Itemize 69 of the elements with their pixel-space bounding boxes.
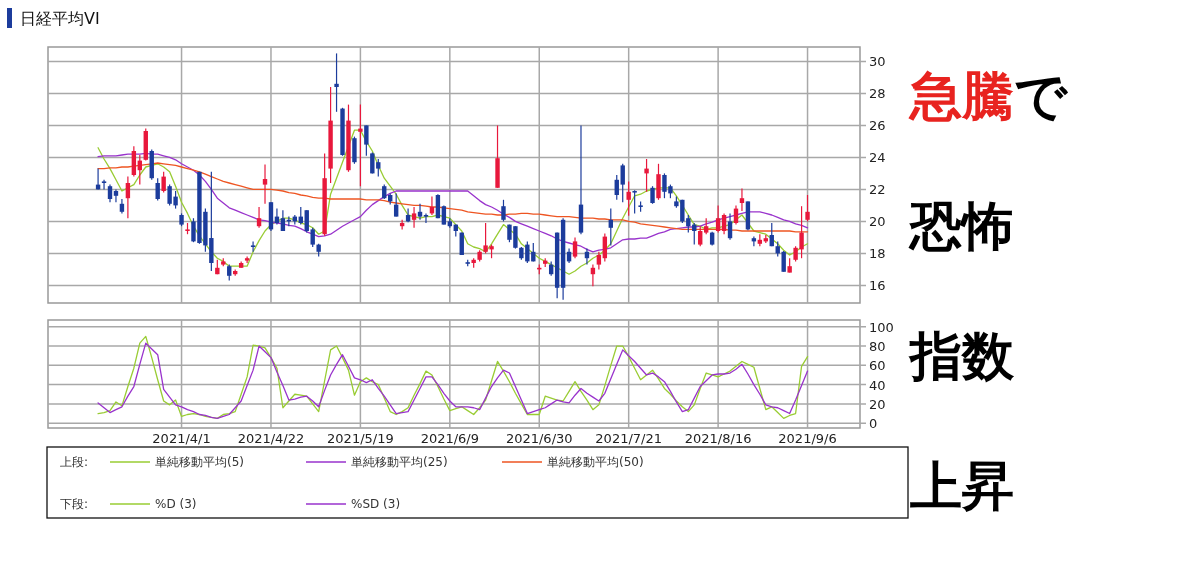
text: 上昇 (910, 456, 1014, 516)
candlestick (352, 136, 357, 165)
y-tick-label: 40 (869, 377, 886, 393)
legend-label: 単純移動平均(5) (155, 455, 244, 469)
legend-label: %D (3) (155, 497, 197, 511)
x-tick-label: 2021/4/22 (237, 431, 305, 446)
candlestick (250, 240, 256, 253)
y-tick-label: 100 (869, 319, 894, 335)
candlestick (411, 206, 417, 229)
chart-title: 日経平均VI (20, 9, 100, 28)
candlestick (727, 212, 733, 241)
x-tick-label: 2021/4/1 (152, 431, 211, 446)
candlestick (501, 199, 506, 222)
candlestick (113, 188, 119, 203)
y-tick-label: 20 (869, 214, 886, 230)
legend-title: 下段: (60, 497, 89, 511)
candlestick (304, 209, 309, 234)
candlestick (131, 145, 137, 178)
candlestick (334, 52, 339, 113)
candlestick (423, 212, 429, 224)
x-tick-label: 2021/7/21 (595, 431, 663, 446)
y-tick-label: 22 (869, 182, 886, 198)
x-tick-label: 2021/6/9 (420, 431, 480, 446)
candlestick (626, 180, 631, 217)
candlestick (644, 158, 649, 193)
y-tick-label: 30 (869, 54, 886, 70)
text: 指数 (908, 326, 1015, 386)
y-tick-label: 24 (869, 150, 886, 166)
x-tick-label: 2021/5/19 (327, 431, 394, 446)
candlestick (608, 208, 613, 246)
candlestick (805, 194, 810, 222)
candlestick (715, 204, 721, 234)
y-tick-label: 80 (869, 339, 886, 355)
candlestick (656, 163, 661, 201)
y-tick-label: 0 (869, 416, 878, 432)
candlestick (155, 177, 160, 202)
text: 恐怖 (908, 196, 1014, 256)
y-tick-label: 18 (869, 246, 886, 262)
candlestick (161, 171, 166, 194)
candlestick (101, 179, 107, 190)
y-tick-label: 26 (869, 118, 886, 134)
candlestick (572, 236, 578, 259)
candlestick (310, 227, 315, 248)
legend-label: %SD (3) (351, 497, 401, 511)
candlestick (358, 104, 363, 187)
y-tick-label: 60 (869, 358, 886, 374)
candlestick (698, 225, 703, 247)
legend-label: 単純移動平均(50) (547, 455, 644, 469)
candlestick (417, 203, 423, 221)
candlestick (256, 206, 262, 229)
y-tick-label: 20 (869, 396, 886, 412)
y-tick-label: 28 (869, 86, 886, 102)
x-tick-label: 2021/6/30 (505, 431, 573, 446)
candlestick (393, 192, 399, 218)
candlestick (441, 204, 447, 226)
x-tick-label: 2021/8/16 (684, 431, 752, 446)
candlestick (620, 163, 625, 203)
candlestick (125, 176, 131, 219)
candlestick (739, 188, 745, 212)
y-tick-label: 16 (869, 278, 886, 294)
candlestick (614, 174, 619, 201)
legend-title: 上段: (60, 455, 89, 469)
candlestick (364, 124, 369, 157)
text: 急騰で (908, 66, 1069, 126)
x-tick-label: 2021/9/6 (778, 431, 837, 446)
candlestick (721, 212, 727, 235)
candlestick (262, 164, 268, 205)
candlestick (632, 189, 637, 214)
legend-label: 単純移動平均(25) (351, 455, 448, 469)
